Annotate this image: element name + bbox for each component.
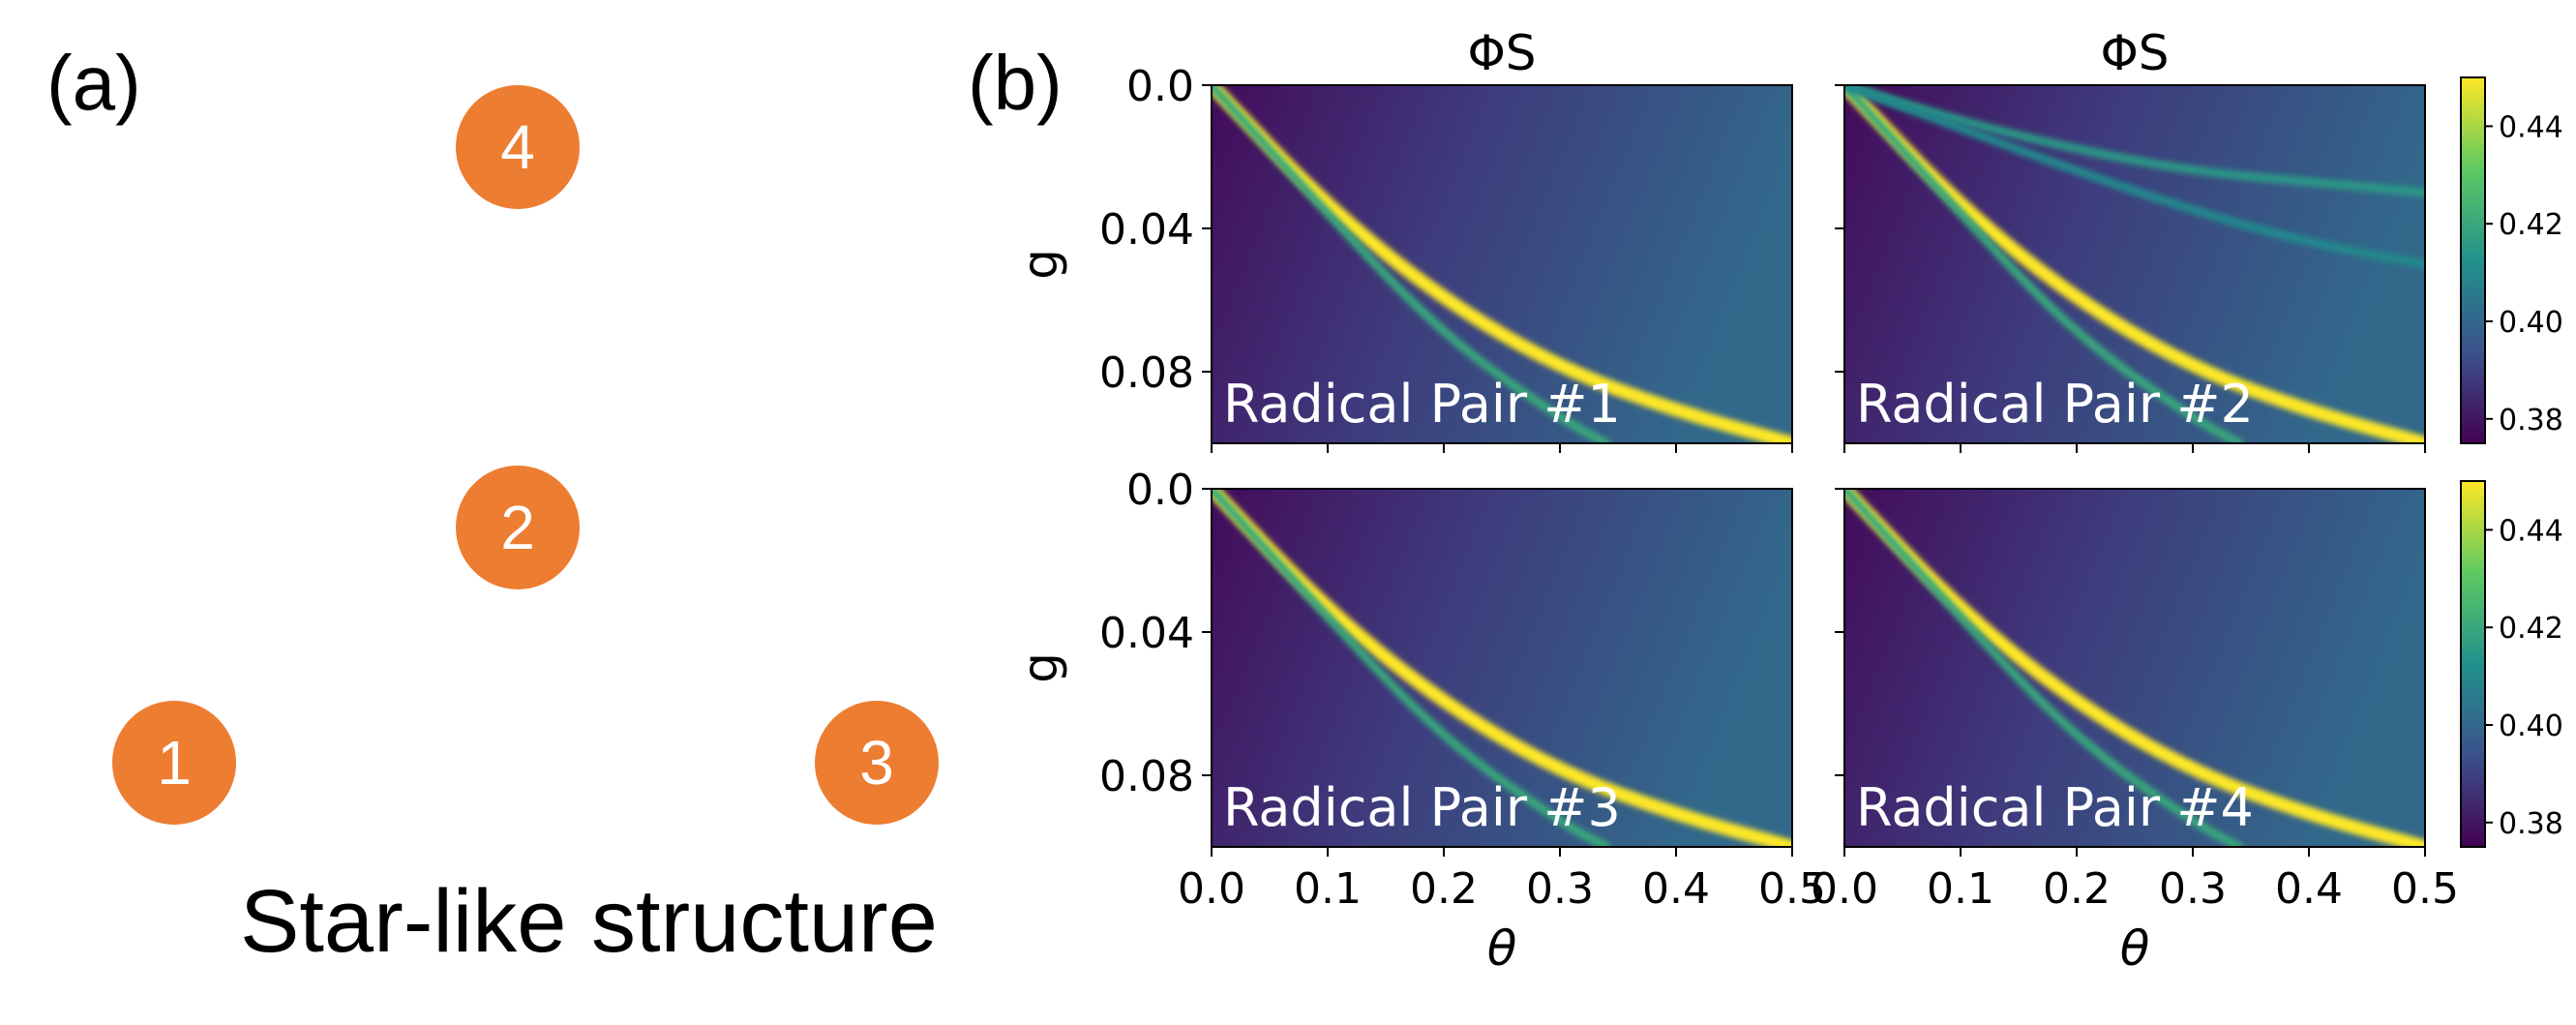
colorbar-scale bbox=[2460, 480, 2486, 848]
panel-b-label: (b) bbox=[968, 40, 1063, 126]
heatmap-panel-1: Radical Pair #1ΦS0.00.040.08g0.440.420.4… bbox=[1012, 25, 2563, 453]
y-tick-label: 0.04 bbox=[1099, 609, 1194, 658]
x-axis-label: θ bbox=[1487, 920, 1517, 977]
node-2: 2 bbox=[456, 466, 580, 589]
x-tick-label: 0.5 bbox=[1758, 864, 1826, 914]
colorbar-tick-label: 0.40 bbox=[2499, 709, 2563, 743]
y-tick-label: 0.0 bbox=[1126, 466, 1194, 515]
heatmap-background bbox=[1212, 489, 1792, 847]
colorbar-tick-label: 0.40 bbox=[2499, 306, 2563, 340]
node-1: 1 bbox=[112, 701, 236, 825]
node-4: 4 bbox=[456, 85, 580, 209]
colorbar-tick-label: 0.38 bbox=[2499, 807, 2563, 841]
plot-frame bbox=[1843, 84, 2426, 444]
x-tick-label: 0.2 bbox=[1410, 864, 1478, 914]
x-tick-label: 0.5 bbox=[2391, 864, 2459, 914]
heatmap-panel-3: Radical Pair #3 0.0 0.04 0.08 0.0 0.1 0.2 0.3 0.… bbox=[1012, 466, 2563, 977]
colorbar-tick-label: 0.38 bbox=[2499, 404, 2563, 437]
bright-line-4 bbox=[1844, 85, 2425, 269]
node-3: 3 bbox=[815, 701, 939, 825]
colorbar: 0.44 0.42 0.40 0.38 bbox=[2460, 76, 2563, 444]
heatmap-background bbox=[1844, 85, 2425, 443]
colorbar-scale bbox=[2460, 76, 2486, 444]
plot-frame bbox=[1211, 84, 1793, 444]
bright-line-2 bbox=[1844, 489, 2244, 847]
y-tick-label: 0.08 bbox=[1099, 752, 1194, 801]
heatmap-panel-4: Radical Pair #4 0.0 0.1 0.2 0.3 0.4 0.5 θ bbox=[1811, 488, 2459, 977]
x-tick-label: 0.4 bbox=[2275, 864, 2343, 914]
panel-annotation: Radical Pair #3 bbox=[1223, 777, 1621, 838]
colorbar-tick-label: 0.42 bbox=[2499, 612, 2563, 646]
colorbar-tick-label: 0.44 bbox=[2499, 514, 2563, 548]
x-tick-label: 0.3 bbox=[1526, 864, 1594, 914]
colorbar-tick-label: 0.42 bbox=[2499, 208, 2563, 242]
y-tick-label: 0.08 bbox=[1099, 348, 1194, 398]
bright-line-2 bbox=[1212, 489, 1611, 847]
heatmap-panel-2: Radical Pair #2 ΦS bbox=[1835, 25, 2426, 453]
panel-annotation: Radical Pair #2 bbox=[1856, 374, 2254, 435]
heatmap-background bbox=[1212, 85, 1792, 443]
y-axis-label: g bbox=[1012, 249, 1068, 280]
x-tick-label: 0.0 bbox=[1178, 864, 1245, 914]
x-tick-label: 0.3 bbox=[2159, 864, 2227, 914]
panel-annotation: Radical Pair #4 bbox=[1856, 777, 2254, 838]
bright-line-2 bbox=[1844, 85, 2244, 443]
panel-annotation: Radical Pair #1 bbox=[1223, 374, 1621, 435]
plot-frame bbox=[1211, 488, 1793, 848]
colorbar-tick-label: 0.44 bbox=[2499, 110, 2563, 144]
plot-frame bbox=[1843, 488, 2426, 848]
panel-a-label: (a) bbox=[46, 40, 141, 126]
y-tick-label: 0.04 bbox=[1099, 205, 1194, 255]
x-tick-label: 0.4 bbox=[1642, 864, 1710, 914]
structure-caption: Star-like structure bbox=[240, 872, 938, 971]
panel-title: ΦS bbox=[2100, 25, 2169, 81]
heatmap-background bbox=[1844, 489, 2425, 847]
x-tick-label: 0.2 bbox=[2043, 864, 2111, 914]
x-tick-label: 0.1 bbox=[1927, 864, 1994, 914]
x-tick-label: 0.0 bbox=[1811, 864, 1878, 914]
y-tick-label: 0.0 bbox=[1126, 62, 1194, 111]
panel-title: ΦS bbox=[1467, 25, 1536, 81]
x-tick-label: 0.1 bbox=[1294, 864, 1362, 914]
y-axis-label: g bbox=[1012, 652, 1068, 683]
x-axis-label: θ bbox=[2120, 920, 2150, 977]
colorbar: 0.44 0.42 0.40 0.38 bbox=[2460, 480, 2563, 848]
bright-line-2 bbox=[1212, 85, 1611, 443]
